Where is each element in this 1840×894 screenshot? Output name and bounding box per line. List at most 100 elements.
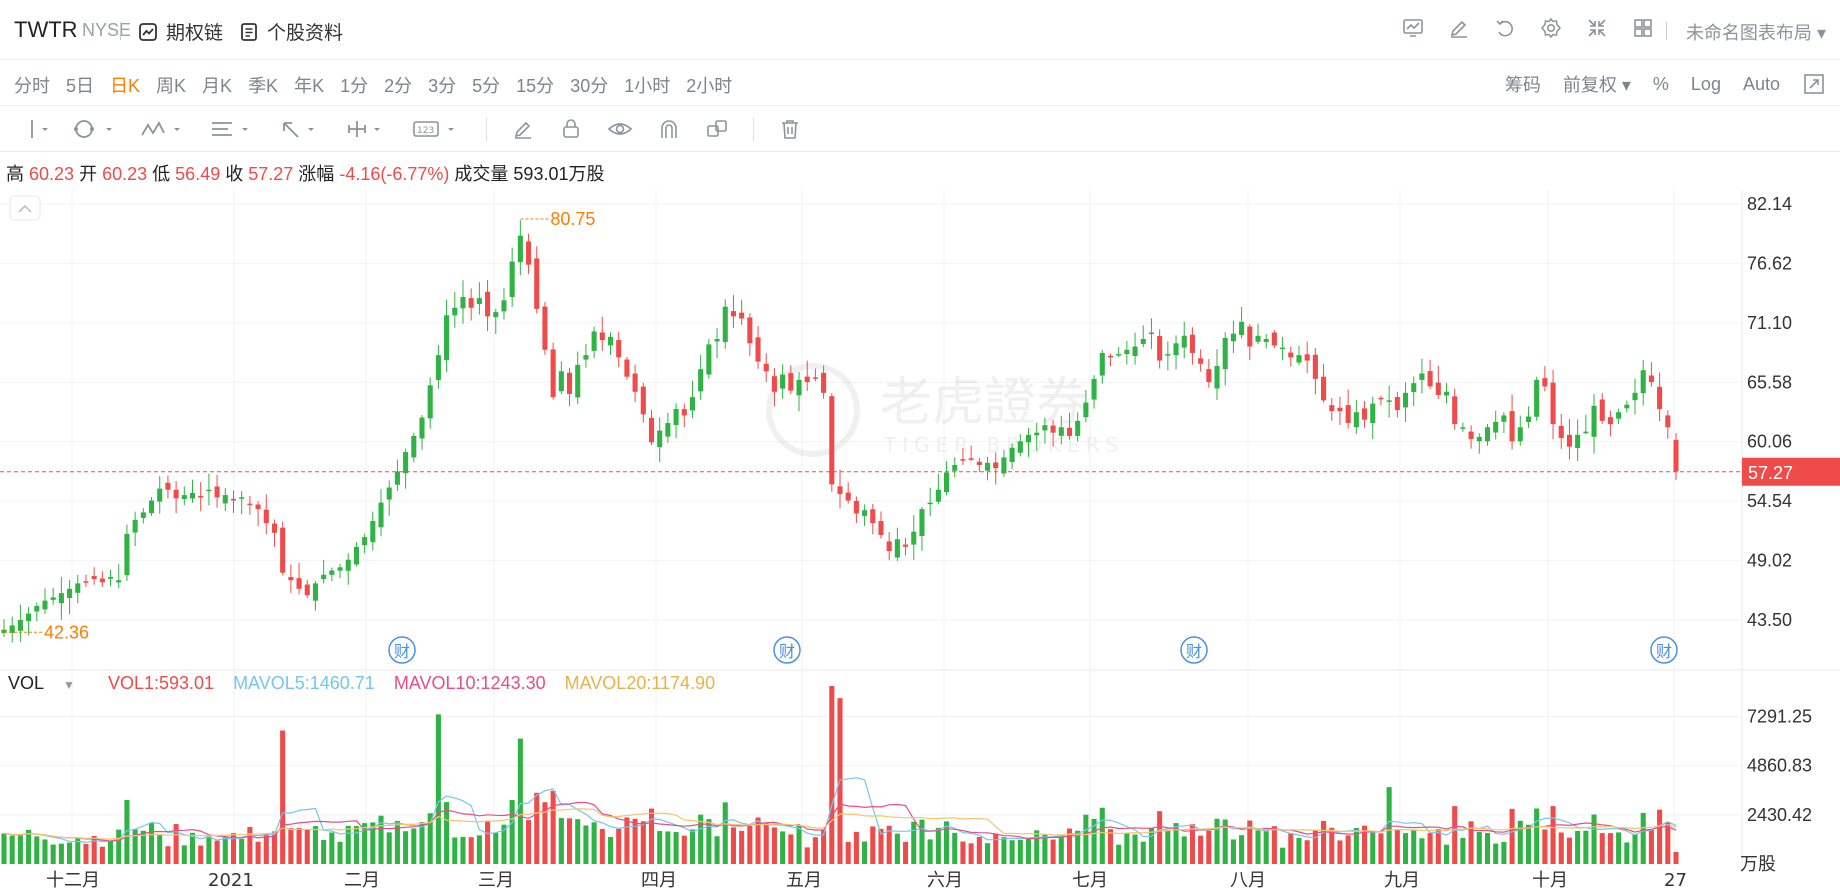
period-bar: 分时 5日 日K 周K 月K 季K 年K 1分 2分 3分 5分 15分 30分 1小时 2小时 筹码 前复… — [0, 60, 1840, 106]
visibility-tool[interactable] — [607, 116, 633, 142]
line-tool[interactable] — [26, 116, 48, 142]
candle-body — [1452, 396, 1458, 425]
label-tool[interactable]: 123 — [412, 116, 462, 142]
volume-bar — [1575, 830, 1581, 864]
layout-selector[interactable]: 未命名图表布局 ▾ — [1686, 19, 1826, 45]
period-tab[interactable]: 月K — [202, 76, 233, 96]
candle-body — [952, 464, 958, 471]
candle-body — [550, 349, 556, 398]
kline-chart[interactable]: 82.14 76.62 71.10 65.58 60.06 54.54 49.02 43.50… — [0, 190, 1840, 894]
volume-bar — [870, 826, 876, 864]
candle-body — [485, 291, 491, 317]
auto-toggle[interactable]: Auto — [1742, 73, 1780, 94]
volume-bar — [296, 827, 302, 864]
company-profile-link[interactable]: 个股资料 — [239, 18, 343, 45]
edit-icon[interactable] — [1447, 16, 1471, 40]
period-tab[interactable]: 5日 — [66, 76, 95, 96]
vol-indicator-selector[interactable]: VOL ▼ — [8, 673, 89, 693]
period-tab[interactable]: 3分 — [428, 76, 457, 96]
period-tab[interactable]: 5分 — [472, 76, 501, 96]
gear-icon[interactable] — [1539, 16, 1563, 40]
high-value: 60.23 — [29, 164, 75, 184]
volume-bar — [911, 821, 917, 864]
candle-body — [1575, 434, 1581, 449]
watermark-subtext: TIGER BROKERS — [883, 433, 1124, 457]
candle-body — [1501, 415, 1507, 422]
measure-tool[interactable] — [346, 116, 388, 142]
volume-bar — [788, 834, 794, 864]
volume-bar — [345, 825, 351, 864]
chart-actions — [1401, 16, 1655, 40]
adjust-dropdown[interactable]: 前复权 ▾ — [1563, 71, 1631, 97]
period-tab[interactable]: 2小时 — [686, 76, 733, 96]
drawing-toolbar: 123 — [0, 106, 1840, 152]
candle-body — [821, 372, 827, 393]
undo-icon[interactable] — [1493, 16, 1517, 40]
period-tab[interactable]: 日K — [110, 76, 141, 96]
options-chain-link[interactable]: 期权链 — [138, 18, 223, 45]
chips-button[interactable]: 筹码 — [1504, 75, 1541, 95]
volume-bar — [853, 831, 859, 864]
candle-body — [575, 364, 581, 398]
candle-body — [468, 298, 474, 308]
volume-bar — [542, 802, 548, 864]
period-tab[interactable]: 1分 — [340, 76, 369, 96]
magnet-tool[interactable] — [657, 116, 681, 142]
volume-bar — [1312, 829, 1318, 864]
log-toggle[interactable]: Log — [1690, 73, 1721, 94]
volume-bar — [1517, 820, 1523, 864]
volume-bar — [1116, 844, 1122, 864]
pattern-tool[interactable] — [140, 116, 186, 142]
volume-bar — [255, 841, 261, 864]
period-tab[interactable]: 1小时 — [624, 76, 671, 96]
candle-body — [935, 489, 941, 502]
volume-bar — [427, 813, 433, 864]
symbol[interactable]: TWTR — [14, 17, 78, 42]
period-tab[interactable]: 年K — [294, 76, 325, 96]
candle-body — [1443, 391, 1450, 396]
grid-layout-icon[interactable] — [1631, 16, 1655, 40]
volume-bar — [517, 738, 523, 864]
change-value: -4.16(-6.77%) — [339, 164, 450, 184]
monitor-chart-icon[interactable] — [1401, 16, 1425, 40]
period-tab[interactable]: 2分 — [384, 76, 413, 96]
volume-bar — [1501, 841, 1507, 864]
volume-bar — [1386, 787, 1392, 864]
volume-bar — [460, 836, 466, 864]
brush-tool[interactable] — [511, 116, 535, 142]
x-axis-label: 四月 — [641, 870, 677, 891]
fib-tool[interactable] — [210, 116, 256, 142]
volume-bar — [1001, 837, 1007, 864]
period-tab[interactable]: 30分 — [570, 76, 609, 96]
earnings-label: 财 — [1186, 642, 1202, 661]
candle-body — [271, 523, 278, 533]
volume-bar — [312, 826, 318, 864]
clone-tool[interactable] — [705, 116, 729, 142]
fullscreen-icon[interactable] — [1802, 72, 1826, 96]
volume-bar — [722, 802, 728, 864]
candle-body — [1525, 416, 1532, 422]
candle-body — [1296, 355, 1302, 363]
period-tab[interactable]: 15分 — [516, 76, 555, 96]
arrow-tool[interactable] — [280, 116, 322, 142]
measure-icon — [348, 121, 380, 137]
candle-body — [1025, 434, 1032, 443]
candle-body — [1157, 336, 1163, 361]
delete-tool[interactable] — [778, 116, 802, 142]
volume-bar — [1148, 827, 1154, 864]
volume-bar — [526, 820, 532, 864]
period-tab[interactable]: 周K — [156, 76, 187, 96]
period-tab[interactable]: 季K — [248, 76, 279, 96]
collapse-icon[interactable] — [1585, 16, 1609, 40]
document-icon — [241, 22, 257, 41]
lock-tool[interactable] — [559, 116, 583, 142]
caret-down-icon: ▾ — [1816, 23, 1826, 43]
volume-bar — [944, 821, 950, 864]
shape-tool[interactable] — [72, 116, 116, 142]
percent-toggle[interactable]: % — [1652, 73, 1669, 94]
period-tab[interactable]: 分时 — [14, 76, 50, 96]
volume-bar — [1370, 833, 1376, 864]
volume-bar — [1525, 824, 1532, 864]
fib-lines-icon — [212, 122, 248, 136]
volume-bar — [1427, 833, 1433, 864]
